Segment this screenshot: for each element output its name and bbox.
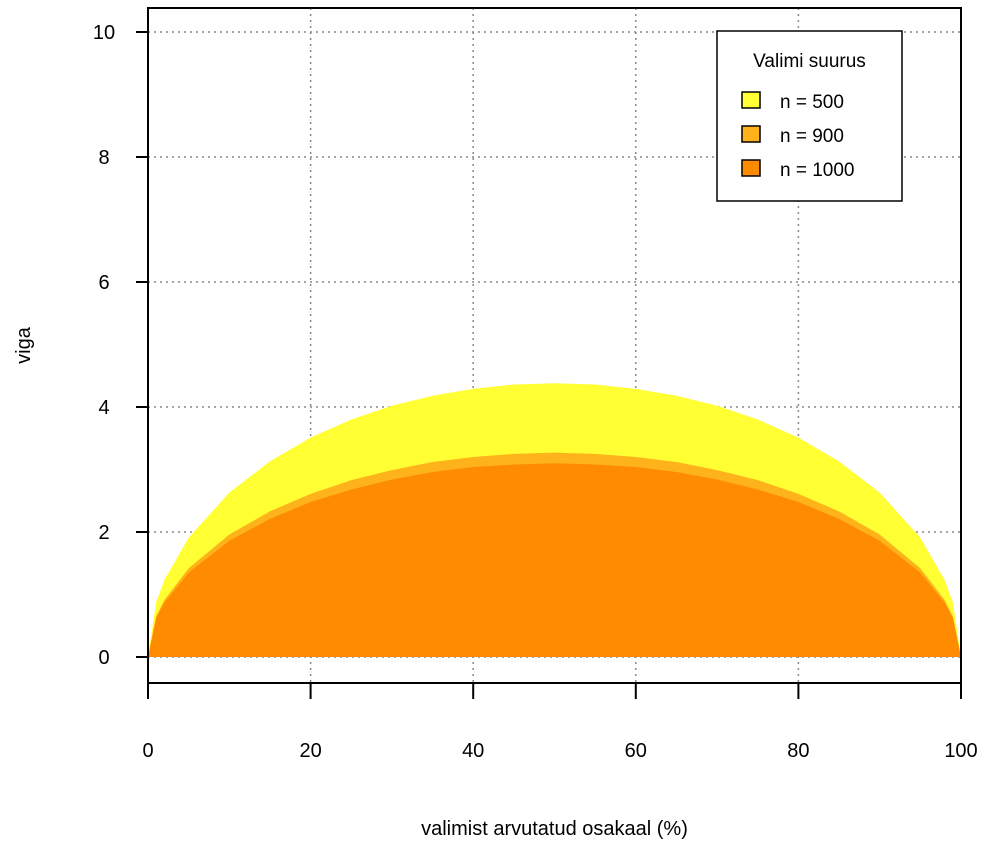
x-tick-label: 80 — [787, 740, 809, 762]
x-tick-label: 100 — [944, 740, 977, 762]
x-tick-label: 40 — [462, 740, 484, 762]
x-tick-label: 20 — [299, 740, 321, 762]
x-axis-title: valimist arvutatud osakaal (%) — [421, 818, 688, 840]
legend-swatch — [741, 159, 761, 177]
x-axis: 0 20 40 60 80 100 — [142, 682, 978, 762]
y-tick-label: 6 — [98, 272, 109, 294]
y-tick-label: 2 — [98, 522, 109, 544]
area-series-3 — [148, 463, 961, 657]
y-tick-label: 4 — [98, 397, 109, 419]
legend: Valimi suurus n = 500 n = 900 n = 1000 — [716, 30, 903, 202]
y-tick-label: 10 — [93, 22, 115, 44]
legend-title: Valimi suurus — [753, 51, 866, 72]
x-tick-label: 0 — [142, 740, 153, 762]
legend-label: n = 500 — [780, 92, 844, 113]
area-series — [148, 383, 961, 657]
x-tick-label: 60 — [625, 740, 647, 762]
y-tick-label: 0 — [98, 647, 109, 669]
legend-label: n = 900 — [780, 126, 844, 147]
legend-label: n = 1000 — [780, 160, 855, 181]
legend-swatch — [741, 125, 761, 143]
legend-swatch — [741, 91, 761, 109]
y-axis: 0 2 4 6 8 10 — [93, 22, 148, 669]
y-tick-label: 8 — [98, 147, 109, 169]
legend-box — [716, 30, 903, 202]
y-axis-title: viga — [13, 326, 35, 364]
legend-items: n = 500 n = 900 n = 1000 — [741, 91, 855, 181]
